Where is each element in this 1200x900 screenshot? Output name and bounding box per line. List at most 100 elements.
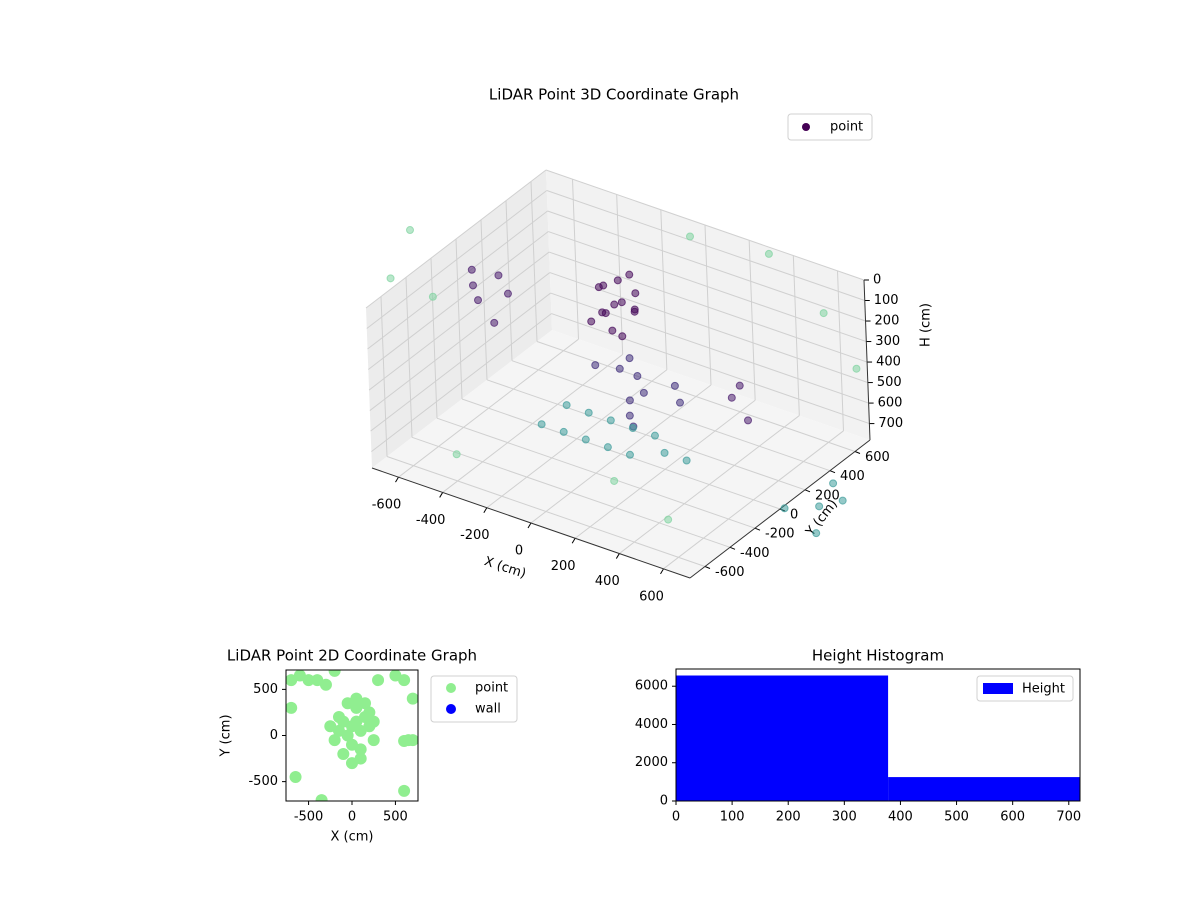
grid-line xyxy=(616,194,624,355)
point-2d xyxy=(372,674,385,687)
point-3d xyxy=(625,411,634,420)
y-tick-label: 2000 xyxy=(635,755,668,770)
point-3d xyxy=(628,424,637,433)
grid-line xyxy=(748,240,756,401)
grid-line xyxy=(536,341,856,452)
x-tick-label: 0 xyxy=(515,544,523,559)
point-2d xyxy=(398,784,411,797)
x-tick-label: 600 xyxy=(1000,810,1025,825)
legend-marker xyxy=(446,704,456,714)
z-axis-label: H (cm) xyxy=(919,303,934,347)
point-3d xyxy=(664,515,673,524)
z-tick-label: 500 xyxy=(877,375,902,390)
y-tick-label: 0 xyxy=(790,508,798,523)
axes-frame xyxy=(675,668,1081,802)
grid-line xyxy=(455,238,463,400)
grid-line xyxy=(386,456,706,567)
point-3d xyxy=(610,476,619,485)
grid-line xyxy=(371,313,552,452)
grid-line xyxy=(366,190,548,329)
y-tick-label: -600 xyxy=(715,565,745,580)
legend-label: wall xyxy=(475,702,501,717)
grid-line xyxy=(365,169,547,309)
point-3d xyxy=(494,271,503,280)
tick-mark xyxy=(729,546,736,550)
tick-mark xyxy=(829,470,836,474)
point-2d xyxy=(319,678,332,691)
tick-mark xyxy=(754,527,761,531)
point-2d xyxy=(324,720,337,733)
point-3d xyxy=(562,401,571,410)
grid-line xyxy=(511,360,831,472)
grid-line xyxy=(430,258,438,419)
point-3d xyxy=(490,318,499,327)
x-tick-label: -200 xyxy=(460,528,490,543)
point-3d xyxy=(675,398,684,407)
legend-marker xyxy=(446,683,456,693)
tick-mark xyxy=(439,492,444,498)
x-axis-label: X (cm) xyxy=(331,830,374,845)
grid-line xyxy=(547,210,866,322)
point-3d xyxy=(819,309,828,318)
z-tick-label: 300 xyxy=(875,334,900,349)
grid-line xyxy=(405,277,413,438)
point-3d xyxy=(686,232,694,241)
grid-line xyxy=(411,436,731,548)
legend-label: point xyxy=(475,681,508,696)
point-3d xyxy=(615,364,624,373)
point-2d xyxy=(286,701,298,714)
y-tick-label: 0 xyxy=(270,728,278,743)
y-tick-label: -500 xyxy=(248,774,278,789)
point-3d xyxy=(618,332,627,341)
legend-swatch xyxy=(983,683,1013,694)
x-tick-label: 100 xyxy=(720,810,745,825)
point-2d xyxy=(332,711,345,724)
point-3d xyxy=(764,249,773,258)
grid-line xyxy=(369,272,551,411)
grid-line xyxy=(436,417,756,529)
grid-line xyxy=(368,231,549,370)
title-hist: Height Histogram xyxy=(812,647,944,665)
point-3d xyxy=(625,396,634,405)
tick-mark xyxy=(704,566,711,569)
point-3d xyxy=(503,289,512,298)
x-tick-label: 600 xyxy=(639,589,664,604)
grid-line xyxy=(548,231,867,343)
point-3d xyxy=(812,529,821,538)
z-tick-label: 400 xyxy=(876,355,901,370)
point-3d xyxy=(639,388,648,397)
x-axis-line xyxy=(371,467,691,579)
point-3d xyxy=(587,317,596,326)
point-3d xyxy=(584,408,593,417)
point-3d xyxy=(625,450,634,459)
tick-mark xyxy=(571,538,576,544)
point-3d xyxy=(452,450,461,459)
histogram-bar xyxy=(888,777,1080,801)
grid-line xyxy=(549,272,869,384)
point-2d xyxy=(315,794,328,801)
x-tick-label: 400 xyxy=(595,574,620,589)
point-3d xyxy=(608,326,617,335)
grid-line xyxy=(546,190,865,301)
tick-mark xyxy=(854,451,861,454)
point-2d xyxy=(289,771,302,784)
point-3d xyxy=(474,296,483,305)
grid-line xyxy=(367,210,548,350)
y-tick-label: 6000 xyxy=(635,679,668,694)
point-3d xyxy=(735,381,744,390)
legend-label: Height xyxy=(1022,682,1065,697)
grid-line xyxy=(660,209,668,370)
y-tick-label: 200 xyxy=(815,488,840,503)
z-tick-label: 100 xyxy=(874,293,899,308)
y-axis-label: Y (cm) xyxy=(219,714,234,757)
x-tick-label: -400 xyxy=(416,513,446,528)
point-2d xyxy=(363,706,376,719)
point-3d xyxy=(537,420,546,429)
tick-mark xyxy=(615,553,620,559)
tick-mark xyxy=(483,507,488,513)
point-3d xyxy=(838,496,847,505)
point-3d xyxy=(613,276,622,285)
point-3d xyxy=(591,361,600,370)
point-3d xyxy=(581,435,590,444)
